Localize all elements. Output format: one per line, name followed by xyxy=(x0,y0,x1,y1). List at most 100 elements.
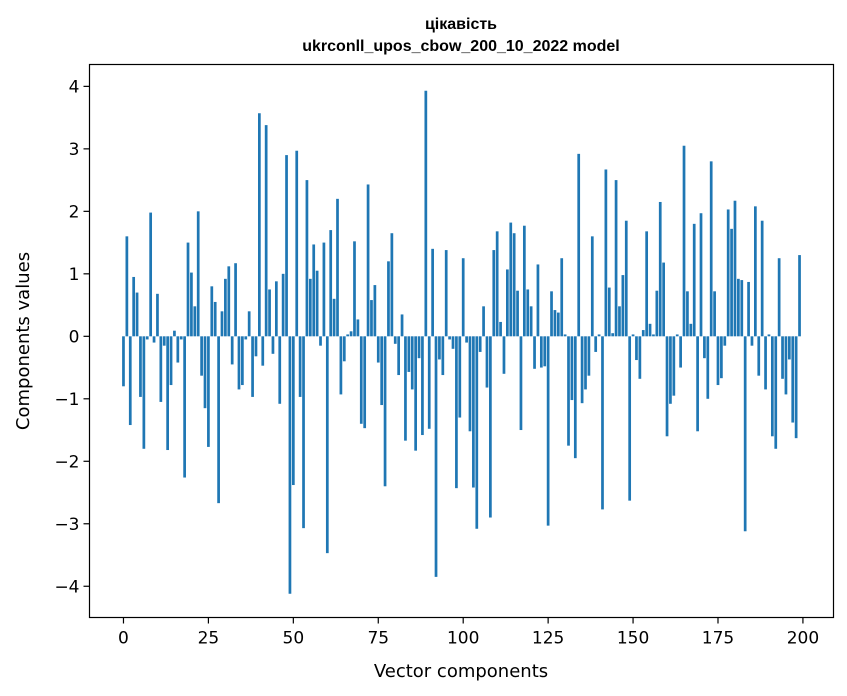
bar-83 xyxy=(404,336,407,441)
bar-197 xyxy=(791,336,795,423)
bar-71 xyxy=(363,336,367,429)
bar-182 xyxy=(740,280,744,337)
bar-124 xyxy=(543,336,547,367)
bar-76 xyxy=(380,336,384,406)
x-tick-label: 25 xyxy=(198,629,220,649)
bar-139 xyxy=(594,336,598,352)
bar-16 xyxy=(176,336,180,363)
x-tick-label: 150 xyxy=(617,629,649,649)
bar-193 xyxy=(777,258,781,337)
bar-137 xyxy=(587,336,591,376)
bar-131 xyxy=(567,336,570,446)
bar-186 xyxy=(754,206,757,337)
bar-158 xyxy=(658,201,662,337)
bar-172 xyxy=(706,336,710,399)
bar-68 xyxy=(353,241,356,337)
bars-group xyxy=(122,90,801,594)
bar-178 xyxy=(726,209,730,337)
bar-123 xyxy=(539,336,543,368)
bar-69 xyxy=(356,319,360,337)
bar-148 xyxy=(624,220,628,337)
bar-128 xyxy=(556,312,560,337)
bar-105 xyxy=(478,336,482,352)
bar-135 xyxy=(580,336,584,404)
bar-6 xyxy=(142,336,146,449)
bar-165 xyxy=(682,145,686,337)
bar-100 xyxy=(461,258,465,337)
bar-140 xyxy=(597,334,601,337)
y-tick-label: −2 xyxy=(54,452,79,472)
bar-74 xyxy=(373,285,377,337)
y-axis-label: Components values xyxy=(13,252,34,430)
bar-154 xyxy=(645,231,649,337)
bar-73 xyxy=(370,300,373,337)
bar-58 xyxy=(319,336,322,346)
bar-92 xyxy=(434,336,438,577)
bar-66 xyxy=(346,334,350,337)
bar-145 xyxy=(614,180,618,337)
bar-96 xyxy=(448,336,451,340)
bar-103 xyxy=(472,336,475,488)
bar-195 xyxy=(784,336,788,395)
bar-97 xyxy=(451,336,455,349)
bar-0 xyxy=(122,336,125,387)
x-tick-label: 100 xyxy=(447,629,479,649)
bar-101 xyxy=(465,336,468,343)
bar-10 xyxy=(156,293,159,337)
bar-9 xyxy=(152,336,156,343)
bar-174 xyxy=(713,291,716,337)
bar-192 xyxy=(774,336,778,449)
bar-156 xyxy=(652,334,655,337)
bar-107 xyxy=(485,336,489,388)
chart-title: цікавість xyxy=(425,16,497,33)
bar-144 xyxy=(611,333,615,337)
chart-subtitle: ukrconll_upos_cbow_200_10_2022 model xyxy=(302,38,619,55)
bar-59 xyxy=(322,242,326,337)
x-tick-label: 200 xyxy=(787,629,819,649)
plot-frame xyxy=(88,63,835,619)
bar-45 xyxy=(274,281,278,337)
bar-3 xyxy=(132,276,136,337)
bar-52 xyxy=(298,336,302,397)
bar-54 xyxy=(305,180,309,337)
bar-111 xyxy=(499,321,502,337)
bar-141 xyxy=(601,336,604,510)
bar-13 xyxy=(166,336,169,451)
bar-126 xyxy=(550,291,553,337)
bar-177 xyxy=(723,336,727,346)
bar-90 xyxy=(427,336,431,429)
bar-117 xyxy=(519,336,523,431)
x-tick-label: 50 xyxy=(283,629,305,649)
bar-81 xyxy=(397,336,401,376)
bar-56 xyxy=(312,244,316,337)
bar-173 xyxy=(709,161,713,337)
bar-180 xyxy=(733,200,737,337)
bar-164 xyxy=(679,336,682,368)
bar-28 xyxy=(217,336,220,504)
bar-147 xyxy=(621,275,625,337)
x-tick-label: 0 xyxy=(118,629,129,649)
bar-88 xyxy=(421,336,424,436)
bar-176 xyxy=(720,336,723,379)
bar-22 xyxy=(196,211,200,337)
bar-27 xyxy=(213,301,217,337)
bar-133 xyxy=(573,336,577,459)
bar-94 xyxy=(441,336,445,376)
bar-14 xyxy=(169,336,173,386)
bar-196 xyxy=(787,336,791,360)
bar-160 xyxy=(665,336,669,437)
bar-121 xyxy=(533,336,536,369)
bar-179 xyxy=(730,228,733,337)
bar-190 xyxy=(767,334,771,337)
bar-99 xyxy=(458,336,462,418)
bar-17 xyxy=(179,336,183,340)
x-tick-label: 125 xyxy=(532,629,564,649)
bar-91 xyxy=(431,248,434,337)
bar-24 xyxy=(203,336,207,409)
bar-1 xyxy=(125,236,129,337)
bar-132 xyxy=(570,336,574,401)
y-tick-label: 3 xyxy=(69,140,80,160)
bar-61 xyxy=(329,230,333,337)
bar-93 xyxy=(438,336,441,360)
bar-157 xyxy=(655,290,659,337)
